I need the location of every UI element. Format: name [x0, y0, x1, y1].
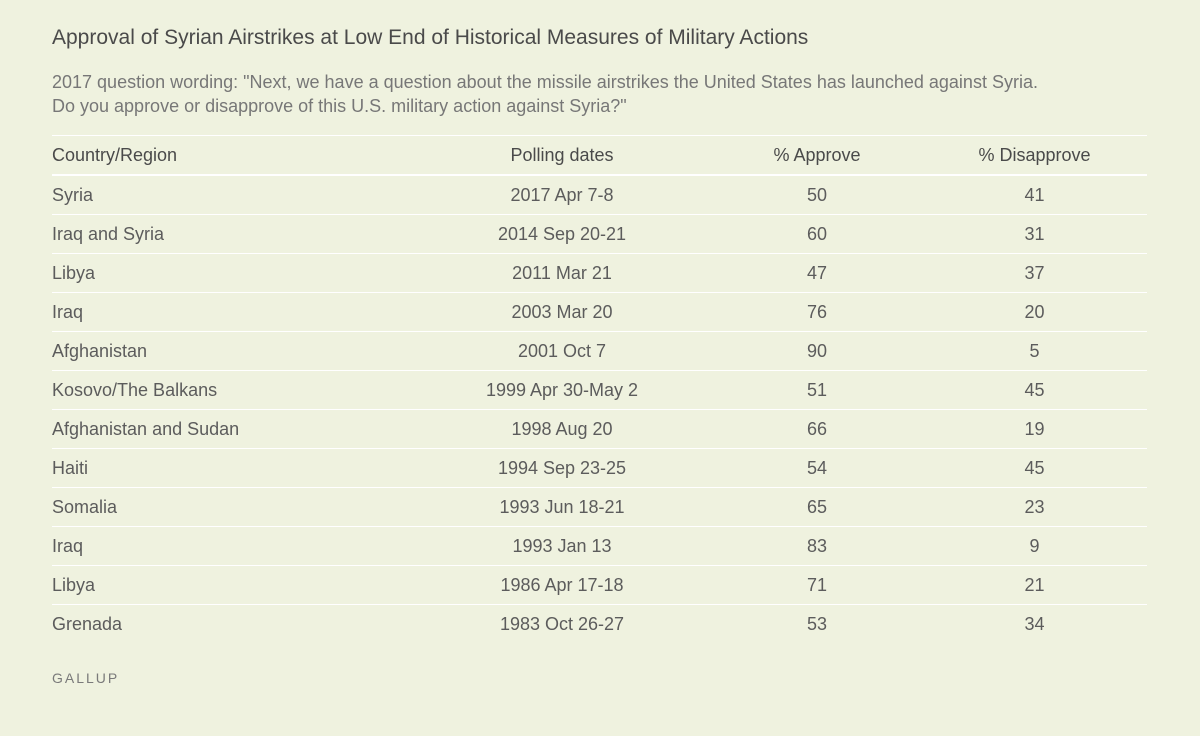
table-row: Libya 2011 Mar 21 47 37 — [52, 253, 1147, 293]
disapprove-cell: 21 — [922, 565, 1147, 605]
polling-dates-cell: 2017 Apr 7-8 — [412, 175, 712, 215]
country-cell: Libya — [52, 565, 412, 605]
table-row: Haiti 1994 Sep 23-25 54 45 — [52, 448, 1147, 488]
disapprove-cell: 23 — [922, 487, 1147, 527]
results-table: Country/Region Polling dates % Approve %… — [52, 135, 1147, 643]
country-cell: Haiti — [52, 448, 412, 488]
table-row: Iraq 1993 Jan 13 83 9 — [52, 526, 1147, 566]
header-polling-dates: Polling dates — [412, 135, 712, 176]
polling-dates-cell: 1986 Apr 17-18 — [412, 565, 712, 605]
header-row: Country/Region Polling dates % Approve %… — [52, 135, 1147, 176]
disapprove-cell: 45 — [922, 448, 1147, 488]
disapprove-cell: 31 — [922, 214, 1147, 254]
polling-dates-cell: 1993 Jun 18-21 — [412, 487, 712, 527]
chart-title: Approval of Syrian Airstrikes at Low End… — [52, 26, 809, 49]
table-row: Somalia 1993 Jun 18-21 65 23 — [52, 487, 1147, 527]
disapprove-cell: 45 — [922, 370, 1147, 410]
polling-dates-cell: 2001 Oct 7 — [412, 331, 712, 371]
approve-cell: 60 — [712, 214, 922, 254]
country-cell: Kosovo/The Balkans — [52, 370, 412, 410]
table-row: Afghanistan 2001 Oct 7 90 5 — [52, 331, 1147, 371]
country-cell: Somalia — [52, 487, 412, 527]
country-cell: Afghanistan and Sudan — [52, 409, 412, 449]
disapprove-cell: 34 — [1024, 613, 1045, 634]
country-cell: Afghanistan — [52, 331, 412, 371]
header-country: Country/Region — [52, 135, 412, 176]
table-row: Grenada 1983 Oct 26-27 53 34 — [52, 605, 1147, 644]
table-row: Syria 2017 Apr 7-8 50 41 — [52, 175, 1147, 215]
country-cell: Iraq — [52, 526, 412, 566]
polling-dates-cell: 2014 Sep 20-21 — [412, 214, 712, 254]
disapprove-cell: 19 — [922, 409, 1147, 449]
polling-dates-cell: 1998 Aug 20 — [412, 409, 712, 449]
table-row: Libya 1986 Apr 17-18 71 21 — [52, 565, 1147, 605]
approve-cell: 76 — [712, 292, 922, 332]
approve-cell: 71 — [712, 565, 922, 605]
table-body: Syria 2017 Apr 7-8 50 41 Iraq and Syria 2014 … — [52, 175, 1147, 643]
disapprove-cell: 37 — [922, 253, 1147, 293]
approve-cell: 53 — [806, 613, 828, 634]
country-cell: Syria — [52, 175, 412, 215]
approve-cell: 54 — [712, 448, 922, 488]
country-cell: Iraq and Syria — [52, 214, 412, 254]
approve-cell: 83 — [712, 526, 922, 566]
header-disapprove: % Disapprove — [922, 135, 1147, 176]
polling-dates-cell: 1983 Oct 26-27 — [499, 613, 625, 634]
approve-cell: 47 — [712, 253, 922, 293]
approve-cell: 51 — [712, 370, 922, 410]
polling-dates-cell: 1999 Apr 30-May 2 — [412, 370, 712, 410]
table-row: Iraq 2003 Mar 20 76 20 — [52, 292, 1147, 332]
gallup-logo: GALLUP — [52, 670, 120, 686]
country-cell: Iraq — [52, 292, 412, 332]
disapprove-cell: 5 — [922, 331, 1147, 371]
approve-cell: 50 — [712, 175, 922, 215]
question-wording: 2017 question wording: "Next, we have a … — [52, 72, 1038, 116]
country-cell: Grenada — [52, 613, 123, 634]
polling-dates-cell: 1993 Jan 13 — [412, 526, 712, 566]
country-cell: Libya — [52, 253, 412, 293]
disapprove-cell: 41 — [922, 175, 1147, 215]
disapprove-cell: 9 — [922, 526, 1147, 566]
approve-cell: 90 — [712, 331, 922, 371]
polling-dates-cell: 2003 Mar 20 — [412, 292, 712, 332]
disapprove-cell: 20 — [922, 292, 1147, 332]
table-row: Afghanistan and Sudan 1998 Aug 20 66 19 — [52, 409, 1147, 449]
polling-dates-cell: 1994 Sep 23-25 — [412, 448, 712, 488]
table-row: Kosovo/The Balkans 1999 Apr 30-May 2 51 45 — [52, 370, 1147, 410]
approve-cell: 65 — [712, 487, 922, 527]
header-approve: % Approve — [712, 135, 922, 176]
approve-cell: 66 — [712, 409, 922, 449]
polling-dates-cell: 2011 Mar 21 — [412, 253, 712, 293]
table-row: Iraq and Syria 2014 Sep 20-21 60 31 — [52, 214, 1147, 254]
